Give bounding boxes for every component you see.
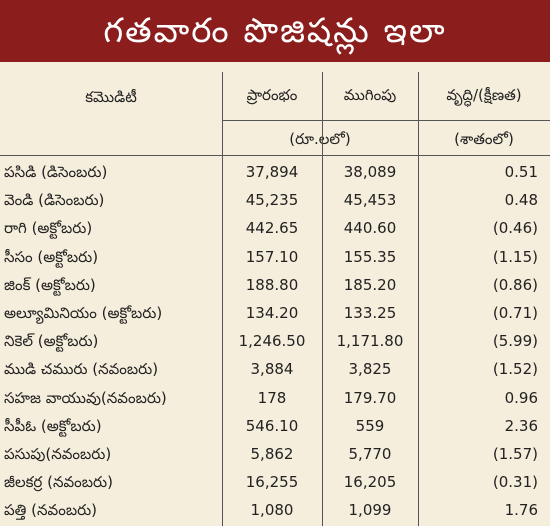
commodity-name: సీపీఓ (అక్టోబరు) <box>4 416 102 435</box>
column-header: ముగింపు <box>343 86 397 104</box>
value-cell: 133.25 <box>343 304 397 322</box>
divider <box>322 72 323 526</box>
value-cell: 3,825 <box>348 360 392 379</box>
value-cell: 546.10 <box>245 416 299 435</box>
value-cell: 1,171.80 <box>336 332 404 351</box>
value-cell: (0.71) <box>492 304 538 322</box>
value-cell: 5,862 <box>250 445 294 463</box>
value-cell: 188.80 <box>245 275 299 294</box>
value-cell: 1,099 <box>348 501 392 520</box>
value-cell: (0.46) <box>492 219 538 238</box>
value-cell: (0.86) <box>492 275 538 294</box>
value-cell: 5,770 <box>348 445 392 463</box>
divider <box>0 155 550 156</box>
title: గతవారం పొజిషన్లు ఇలా <box>0 0 550 62</box>
value-cell: 178 <box>257 388 287 407</box>
divider <box>222 120 550 121</box>
commodity-name: పత్తి (నవంబరు) <box>4 501 98 520</box>
value-cell: 185.20 <box>343 275 397 294</box>
value-cell: 559 <box>355 416 385 435</box>
commodity-name: వెండి (డిసెంబరు) <box>4 191 105 210</box>
commodity-name: జింక్ (అక్టోబరు) <box>4 275 96 294</box>
value-cell: 45,235 <box>245 191 299 210</box>
value-cell: 0.96 <box>504 388 538 407</box>
value-cell: (1.52) <box>492 360 538 379</box>
value-cell: (1.57) <box>492 445 538 463</box>
value-cell: 1,246.50 <box>238 332 306 351</box>
value-cell: 179.70 <box>343 388 397 407</box>
value-cell: 3,884 <box>250 360 294 379</box>
column-header: వృద్ధి/(క్షీణత) <box>446 86 522 104</box>
unit-label: (రూ.లలో) <box>289 130 351 148</box>
value-cell: (1.15) <box>492 247 538 266</box>
commodity-name: సహజ వాయువు(నవంబరు) <box>4 388 167 407</box>
value-cell: 2.36 <box>504 416 538 435</box>
commodity-name: ముడి చమురు (నవంబరు) <box>4 360 159 379</box>
value-cell: 16,205 <box>343 473 397 492</box>
divider <box>418 72 419 526</box>
value-cell: 440.60 <box>343 219 397 238</box>
value-cell: 16,255 <box>245 473 299 492</box>
unit-label: (శాతంలో) <box>454 130 514 148</box>
value-cell: 134.20 <box>245 304 299 322</box>
value-cell: 1,080 <box>250 501 294 520</box>
commodity-name: పసిడి (డిసెంబరు) <box>4 163 108 181</box>
value-cell: 0.48 <box>504 191 538 210</box>
value-cell: 37,894 <box>245 163 299 181</box>
commodity-name: అల్యూమినియం (అక్టోబరు) <box>4 304 163 322</box>
column-header: కమొడిటీ <box>85 88 137 106</box>
value-cell: (0.31) <box>492 473 538 492</box>
value-cell: 45,453 <box>343 191 397 210</box>
value-cell: 0.51 <box>504 163 538 181</box>
value-cell: 38,089 <box>343 163 397 181</box>
value-cell: 442.65 <box>245 219 299 238</box>
column-header: ప్రారంభం <box>246 86 298 104</box>
commodity-name: నికెల్ (అక్టోబరు) <box>4 332 99 351</box>
value-cell: 157.10 <box>245 247 299 266</box>
value-cell: 155.35 <box>343 247 397 266</box>
commodity-name: పసుపు(నవంబరు) <box>4 445 112 463</box>
value-cell: (5.99) <box>492 332 538 351</box>
commodity-name: సీసం (అక్టోబరు) <box>4 247 99 266</box>
value-cell: 1.76 <box>504 501 538 520</box>
commodity-name: జీలకర్ర (నవంబరు) <box>4 473 113 492</box>
commodity-name: రాగి (అక్టోబరు) <box>4 219 93 238</box>
divider <box>222 72 223 526</box>
